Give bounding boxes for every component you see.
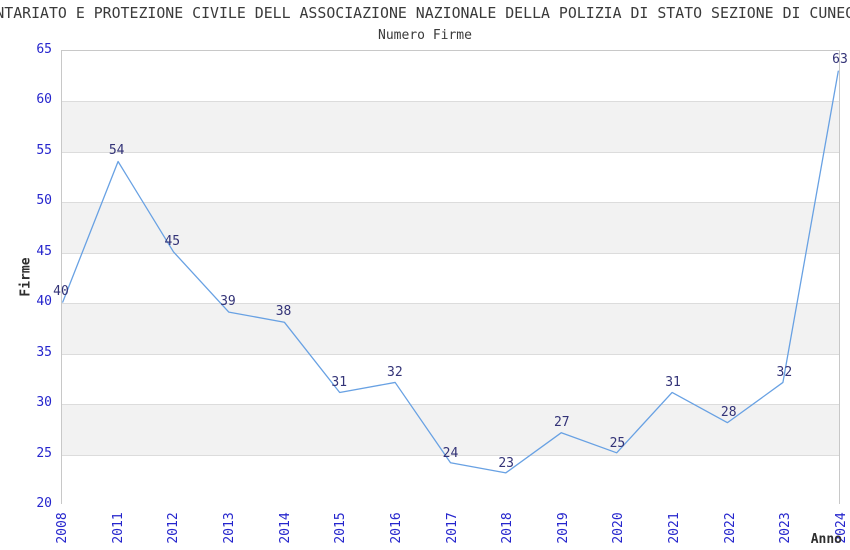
x-tick-label: 2016 bbox=[388, 512, 404, 544]
y-tick-label: 55 bbox=[36, 142, 52, 158]
x-tick-label: 2018 bbox=[500, 512, 516, 544]
y-tick-label: 30 bbox=[36, 395, 52, 411]
data-point-label: 25 bbox=[609, 435, 626, 451]
y-tick-label: 60 bbox=[36, 92, 52, 108]
data-point-label: 23 bbox=[498, 455, 514, 471]
data-point-label: 24 bbox=[442, 445, 459, 461]
x-tick-label: 2017 bbox=[444, 512, 460, 544]
gridline bbox=[62, 101, 839, 103]
x-tick-label: 2020 bbox=[611, 512, 627, 544]
y-tick-label: 40 bbox=[36, 294, 52, 310]
data-point-label: 54 bbox=[108, 142, 125, 158]
y-tick-label: 20 bbox=[36, 496, 52, 511]
data-point-label: 27 bbox=[553, 415, 570, 431]
y-tick-label: 50 bbox=[36, 193, 52, 209]
x-tick-label: 2021 bbox=[667, 512, 683, 544]
y-tick-label: 65 bbox=[36, 42, 52, 57]
chart-title: NTARIATO E PROTEZIONE CIVILE DELL ASSOCI… bbox=[0, 4, 850, 22]
data-line-svg bbox=[62, 70, 839, 474]
gridline bbox=[62, 353, 839, 355]
gridline bbox=[62, 151, 839, 153]
data-point-label: 38 bbox=[275, 304, 292, 320]
x-tick-label: 2014 bbox=[277, 512, 293, 544]
data-point-label: 28 bbox=[720, 405, 737, 421]
gridline bbox=[62, 303, 839, 305]
data-point-label: 32 bbox=[776, 364, 793, 380]
x-tick-label: 2015 bbox=[333, 512, 349, 544]
data-point-label: 63 bbox=[832, 52, 848, 68]
x-tick-label: 2013 bbox=[221, 512, 237, 544]
y-band bbox=[62, 353, 839, 405]
y-band bbox=[62, 51, 839, 102]
y-tick-label: 45 bbox=[36, 243, 52, 259]
data-point-label: 39 bbox=[220, 294, 236, 310]
y-axis-title: Firme bbox=[18, 257, 34, 297]
gridline bbox=[62, 404, 839, 406]
x-tick-label: 2023 bbox=[778, 512, 794, 544]
x-tick-label: 2012 bbox=[166, 512, 182, 544]
data-point-label: 31 bbox=[331, 375, 348, 391]
y-band bbox=[62, 151, 839, 203]
y-tick-label: 25 bbox=[36, 445, 52, 461]
gridline bbox=[62, 252, 839, 254]
y-band bbox=[62, 202, 839, 253]
y-band bbox=[62, 101, 839, 152]
x-tick-label: 2022 bbox=[722, 512, 738, 544]
data-point-label: 32 bbox=[387, 364, 403, 380]
data-point-label: 31 bbox=[665, 375, 681, 391]
chart-subtitle: Numero Firme bbox=[378, 28, 472, 43]
x-tick-label: 2008 bbox=[55, 512, 70, 544]
gridline bbox=[62, 454, 839, 456]
data-point-label: 45 bbox=[164, 233, 181, 249]
x-tick-label: 2019 bbox=[555, 512, 571, 544]
y-band bbox=[62, 252, 839, 304]
y-band bbox=[62, 303, 839, 354]
x-axis-title: Anno bbox=[810, 532, 842, 547]
y-tick-label: 35 bbox=[36, 344, 52, 360]
gridline bbox=[62, 202, 839, 204]
x-tick-label: 2011 bbox=[110, 512, 126, 544]
plot-area bbox=[61, 50, 840, 505]
data-line bbox=[62, 70, 839, 474]
data-point-label: 40 bbox=[53, 284, 69, 300]
